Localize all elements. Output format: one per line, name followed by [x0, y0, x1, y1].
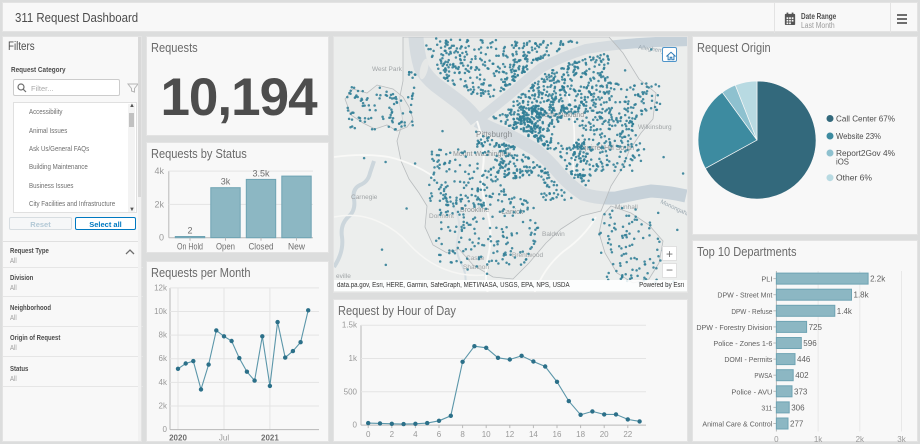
- svg-text:22: 22: [623, 430, 632, 439]
- svg-text:Closed: Closed: [249, 242, 274, 252]
- svg-text:2.2k: 2.2k: [870, 275, 886, 284]
- svg-text:2k: 2k: [154, 199, 164, 209]
- svg-text:3.5k: 3.5k: [252, 168, 270, 178]
- svg-text:Carrick: Carrick: [501, 209, 524, 216]
- svg-text:306: 306: [791, 403, 805, 412]
- svg-text:Open: Open: [216, 242, 235, 252]
- svg-text:725: 725: [809, 323, 823, 332]
- svg-text:18: 18: [576, 430, 585, 439]
- svg-text:6k: 6k: [159, 354, 168, 363]
- svg-text:14: 14: [529, 430, 538, 439]
- svg-text:10: 10: [482, 430, 491, 439]
- svg-text:311: 311: [761, 403, 772, 412]
- svg-text:0: 0: [774, 435, 779, 443]
- svg-text:Call Center 67%: Call Center 67%: [836, 114, 895, 124]
- svg-text:West Park: West Park: [372, 66, 403, 73]
- svg-text:Animal Care & Control: Animal Care & Control: [702, 420, 772, 429]
- svg-text:1.5k: 1.5k: [342, 321, 358, 330]
- svg-text:1k: 1k: [814, 435, 823, 443]
- svg-text:8k: 8k: [159, 331, 168, 340]
- svg-text:4k: 4k: [154, 166, 164, 176]
- svg-text:0: 0: [366, 430, 371, 439]
- svg-text:12k: 12k: [154, 283, 168, 292]
- svg-text:Munhall: Munhall: [615, 204, 638, 211]
- svg-text:Carnegie: Carnegie: [351, 194, 378, 201]
- svg-text:Wilkinsburg: Wilkinsburg: [638, 124, 672, 131]
- svg-text:2k: 2k: [856, 435, 865, 443]
- svg-text:PWSA: PWSA: [754, 371, 772, 380]
- svg-text:Other 6%: Other 6%: [836, 173, 872, 183]
- svg-text:DPW - Refuse: DPW - Refuse: [731, 307, 772, 316]
- svg-text:Pittsburgh: Pittsburgh: [476, 130, 512, 139]
- svg-text:Baldwin: Baldwin: [542, 231, 565, 238]
- svg-text:4: 4: [413, 430, 418, 439]
- svg-text:eville: eville: [336, 273, 351, 280]
- svg-text:Brentwood: Brentwood: [512, 252, 543, 259]
- svg-text:Report2Gov 4%: Report2Gov 4%: [836, 148, 895, 158]
- svg-text:Brookline: Brookline: [460, 207, 489, 214]
- svg-text:0: 0: [159, 233, 164, 243]
- svg-text:PLI: PLI: [761, 275, 772, 284]
- svg-text:0: 0: [353, 421, 358, 430]
- svg-text:6: 6: [437, 430, 442, 439]
- svg-text:Squirrel Hill South: Squirrel Hill South: [578, 145, 634, 152]
- svg-text:596: 596: [803, 339, 817, 348]
- svg-text:Police - AVU: Police - AVU: [731, 387, 772, 396]
- svg-text:Castle: Castle: [466, 255, 485, 262]
- svg-text:DPW - Street Mnt: DPW - Street Mnt: [717, 291, 773, 300]
- svg-text:2: 2: [187, 226, 192, 236]
- svg-text:Mount Washington: Mount Washington: [453, 151, 511, 158]
- svg-text:16: 16: [553, 430, 562, 439]
- svg-text:Shannon: Shannon: [463, 264, 489, 271]
- svg-text:DPW - Forestry Division: DPW - Forestry Division: [696, 323, 772, 332]
- svg-text:New: New: [288, 242, 305, 252]
- svg-text:2: 2: [390, 430, 395, 439]
- svg-text:446: 446: [797, 355, 811, 364]
- svg-text:Jul: Jul: [219, 434, 229, 443]
- svg-text:On Hold: On Hold: [177, 242, 203, 252]
- svg-text:DOMI - Permits: DOMI - Permits: [724, 355, 772, 364]
- svg-text:3k: 3k: [221, 177, 231, 187]
- svg-text:1.4k: 1.4k: [837, 307, 853, 316]
- svg-text:500: 500: [344, 387, 358, 396]
- svg-text:2k: 2k: [159, 402, 168, 411]
- svg-text:4k: 4k: [159, 378, 168, 387]
- svg-text:12: 12: [505, 430, 514, 439]
- svg-text:0: 0: [163, 425, 168, 434]
- svg-text:Website 23%: Website 23%: [836, 131, 881, 141]
- svg-text:3k: 3k: [897, 435, 906, 443]
- svg-text:1k: 1k: [349, 354, 358, 363]
- svg-text:8: 8: [460, 430, 465, 439]
- svg-text:2021: 2021: [261, 434, 279, 443]
- svg-text:Police - Zones 1-6: Police - Zones 1-6: [713, 339, 772, 348]
- svg-text:Dormont: Dormont: [429, 213, 454, 220]
- svg-text:iOS: iOS: [836, 157, 849, 167]
- svg-text:2020: 2020: [169, 434, 187, 443]
- svg-text:10k: 10k: [154, 307, 168, 316]
- svg-text:277: 277: [790, 420, 804, 429]
- svg-text:20: 20: [600, 430, 609, 439]
- svg-text:402: 402: [795, 371, 809, 380]
- svg-text:1.8k: 1.8k: [854, 291, 870, 300]
- svg-text:373: 373: [794, 387, 808, 396]
